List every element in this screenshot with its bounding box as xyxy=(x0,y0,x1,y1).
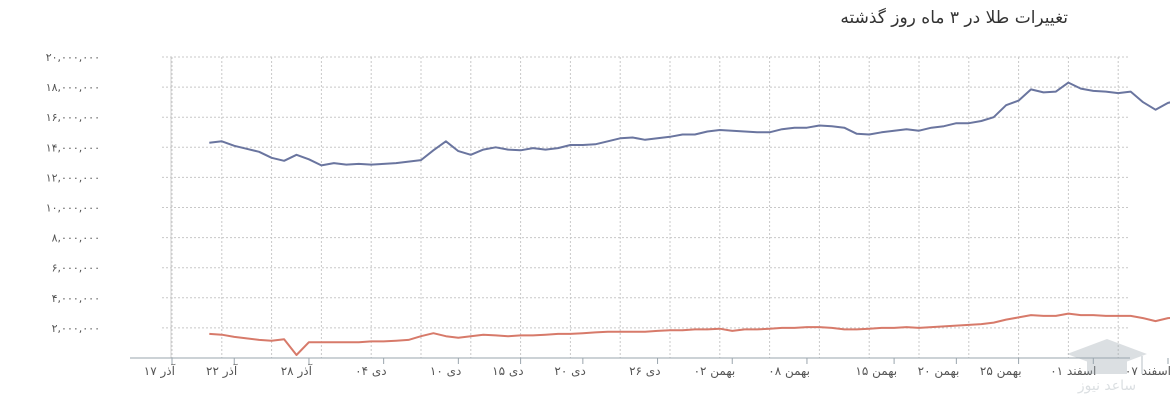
y-tick-label: ۴,۰۰۰,۰۰۰ xyxy=(52,292,100,305)
y-tick-label: ۸,۰۰۰,۰۰۰ xyxy=(52,232,100,245)
series-line-2 xyxy=(209,312,1170,356)
x-tick-label: ۲۲ آذر xyxy=(206,363,238,379)
tick-labels: ۲,۰۰۰,۰۰۰ ۴,۰۰۰,۰۰۰ ۶,۰۰۰,۰۰۰ ۸,۰۰۰,۰۰۰ ۱۰,۰… xyxy=(46,51,1170,379)
x-tick-label: ۱۵ دی xyxy=(492,364,523,378)
x-tick-label: ۱۰ دی xyxy=(430,364,461,378)
y-tick-label: ۱۶,۰۰۰,۰۰۰ xyxy=(46,111,100,124)
series-line-1 xyxy=(209,81,1170,167)
x-tick-label: ۲۰ دی xyxy=(554,364,585,378)
x-tick-label: ۰۱ اسفند xyxy=(1050,364,1096,378)
chart-title: تغییرات طلا در ۳ ماه روز گذشته xyxy=(840,8,1068,28)
grid xyxy=(162,56,1128,358)
graduation-cap-icon xyxy=(1067,339,1147,374)
x-tick-label: ۰۷ اسفند xyxy=(1125,364,1170,378)
x-tick-label: ۱۵ بهمن xyxy=(855,364,897,379)
x-tick-label: ۱۷ آذر xyxy=(144,363,176,379)
series-group xyxy=(209,81,1170,356)
y-tick-label: ۱۴,۰۰۰,۰۰۰ xyxy=(46,141,100,154)
y-tick-label: ۶,۰۰۰,۰۰۰ xyxy=(52,262,100,275)
watermark-text: ساعد نیوز xyxy=(1077,378,1136,394)
x-tick-label: ۰۴ دی xyxy=(355,364,386,378)
y-tick-label: ۱۰,۰۰۰,۰۰۰ xyxy=(46,202,100,215)
x-tick-label: ۲۵ بهمن xyxy=(980,364,1022,379)
x-tick-label: ۲۸ آذر xyxy=(281,363,313,379)
x-tick-label: ۲۰ بهمن xyxy=(918,364,960,379)
x-tick-label: ۰۸ بهمن xyxy=(768,364,810,379)
x-tick-label: ۰۲ بهمن xyxy=(694,364,736,379)
x-tick-label: ۲۶ دی xyxy=(629,364,660,378)
axes xyxy=(130,57,1169,364)
y-tick-label: ۱۲,۰۰۰,۰۰۰ xyxy=(46,171,100,184)
y-tick-label: ۱۸,۰۰۰,۰۰۰ xyxy=(46,81,100,94)
y-tick-label: ۲۰,۰۰۰,۰۰۰ xyxy=(46,51,100,64)
y-tick-label: ۲,۰۰۰,۰۰۰ xyxy=(52,322,100,335)
watermark-logo: ساعد نیوز xyxy=(1067,339,1147,394)
